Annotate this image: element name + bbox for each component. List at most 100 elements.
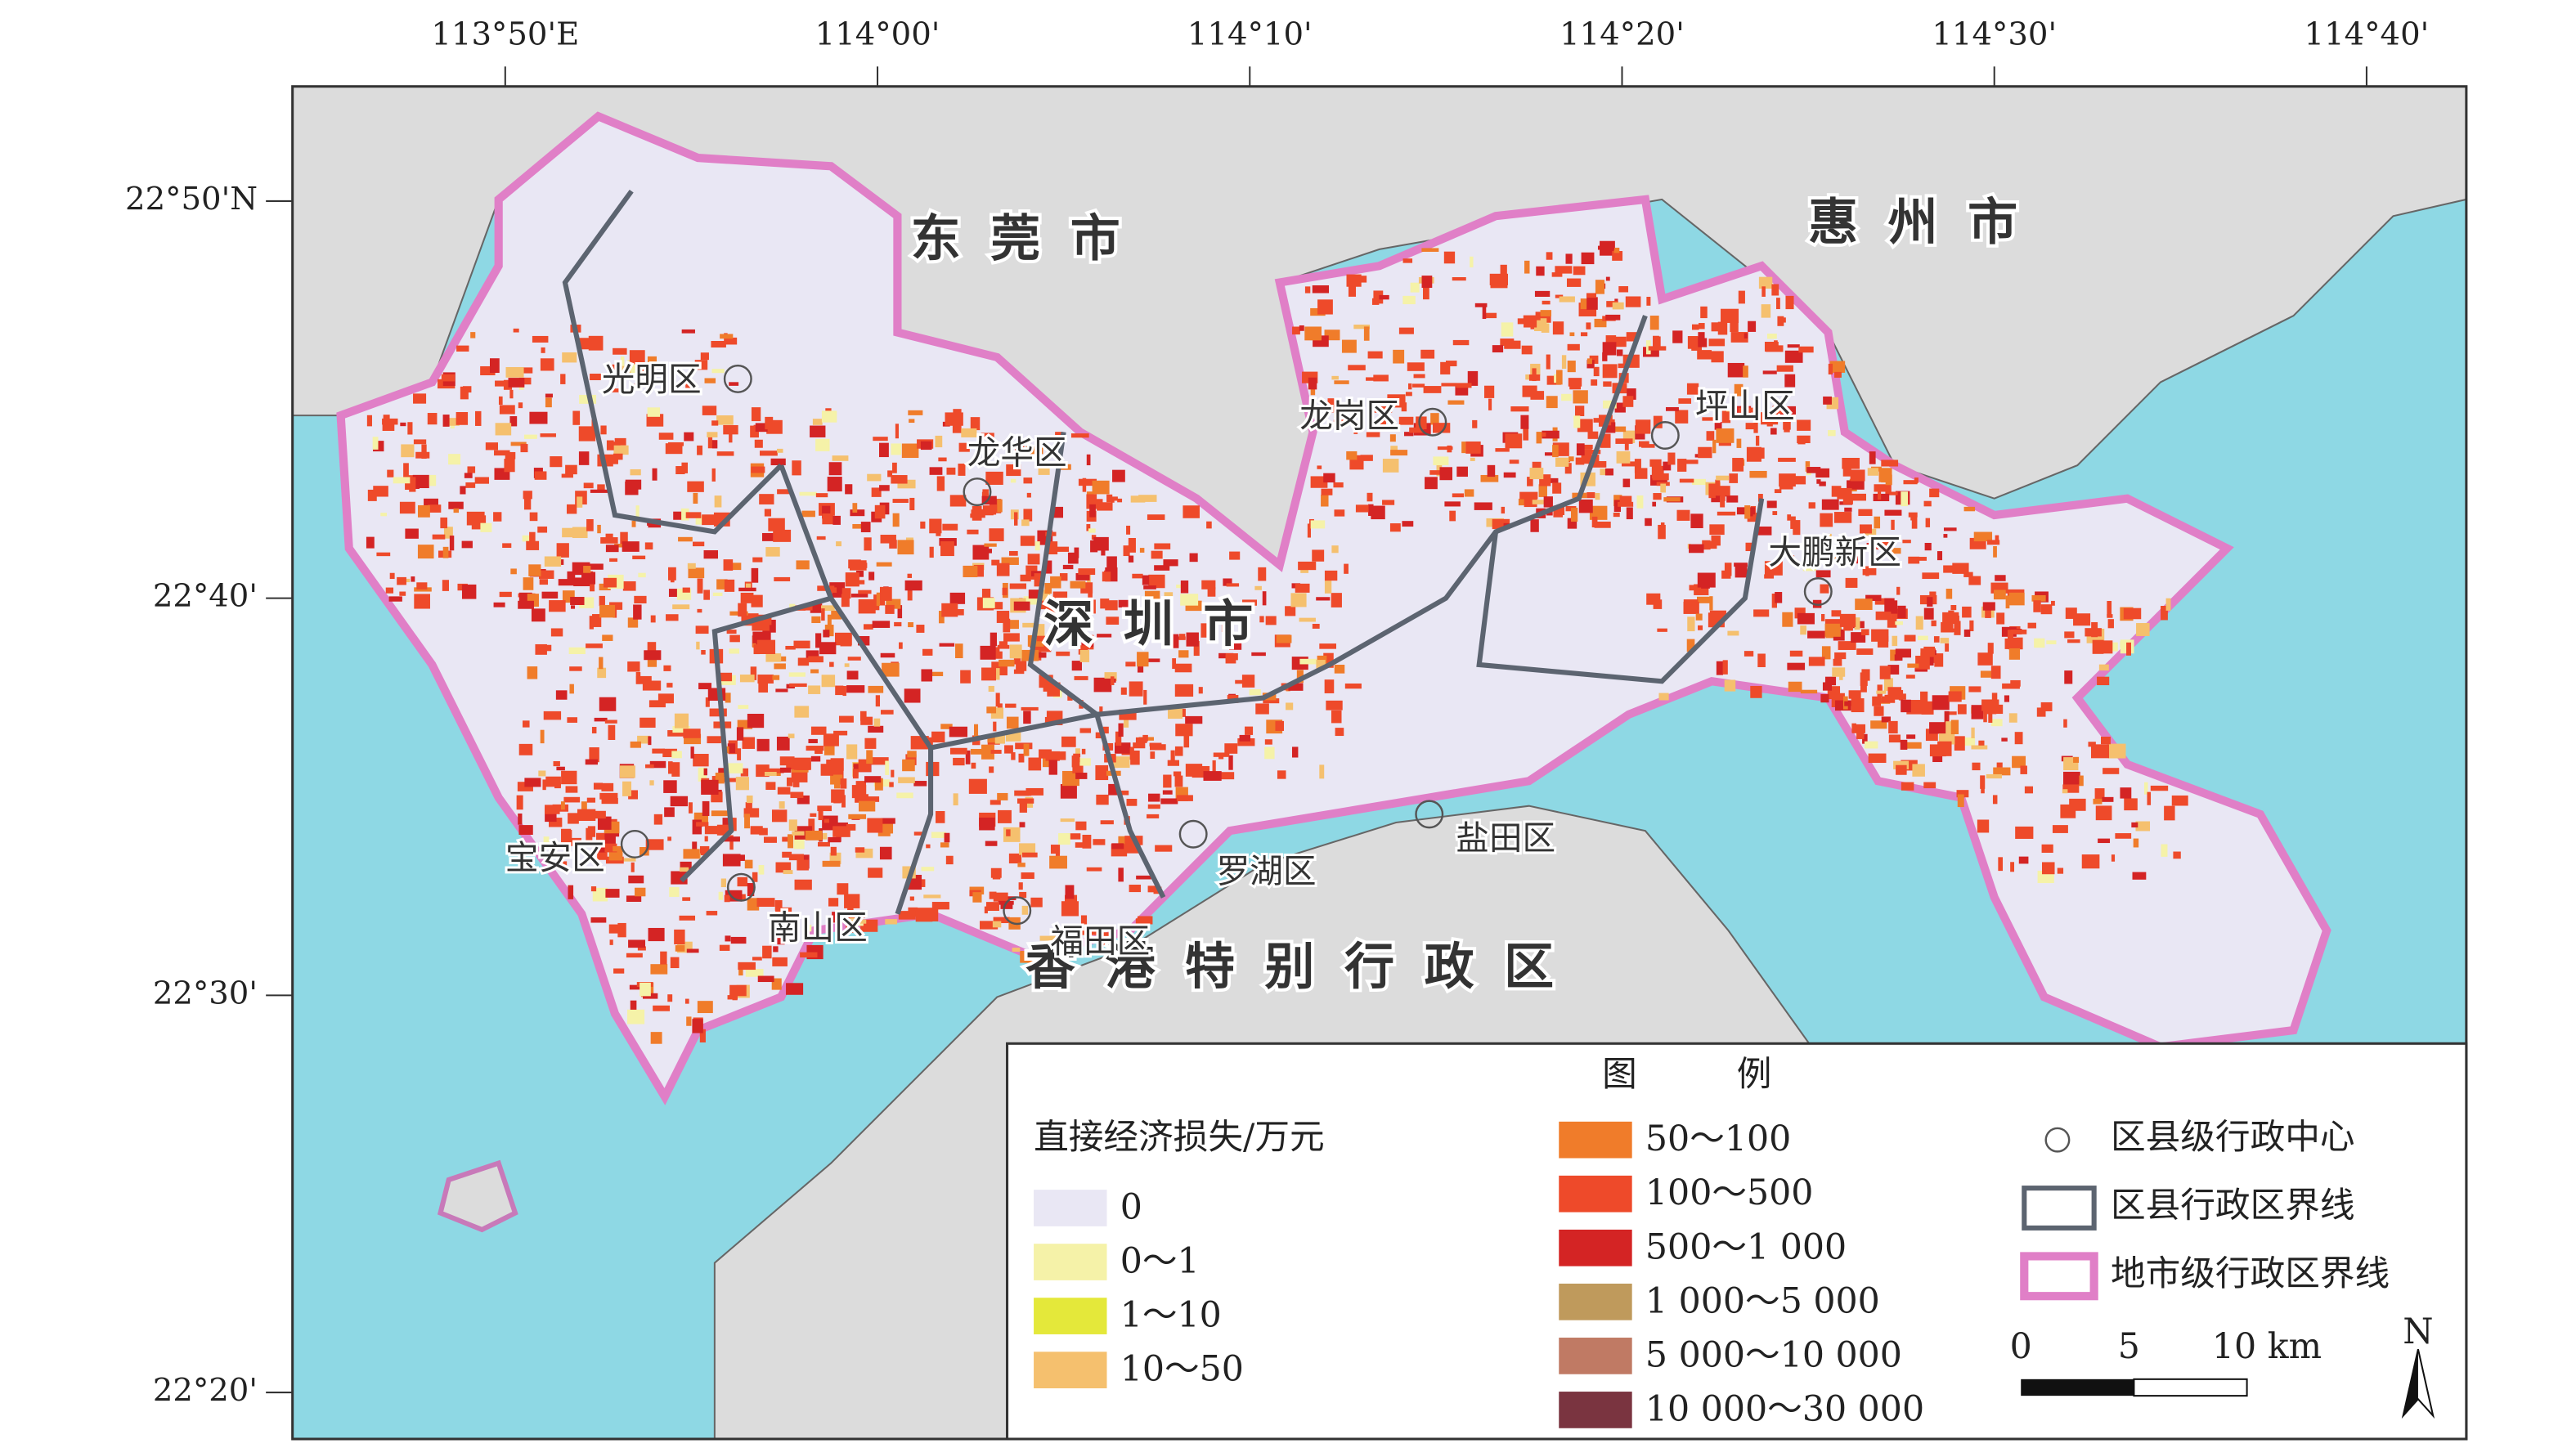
district-center (726, 872, 756, 902)
loss-patch (1065, 621, 1075, 633)
loss-patch (1612, 302, 1624, 310)
loss-patch (645, 764, 654, 769)
loss-patch (1310, 388, 1316, 396)
loss-patch (1881, 460, 1899, 467)
loss-patch (667, 994, 673, 1002)
loss-patch (1764, 561, 1783, 576)
lat-label: 22°20' (153, 1372, 258, 1409)
loss-patch (647, 653, 657, 667)
loss-patch (608, 924, 624, 934)
loss-patch (2042, 862, 2055, 875)
loss-patch (1950, 604, 1957, 611)
loss-patch (1374, 406, 1393, 413)
loss-patch (1060, 818, 1075, 823)
loss-patch (909, 896, 914, 901)
loss-patch (572, 410, 581, 425)
loss-patch (1680, 460, 1699, 464)
loss-patch (1726, 405, 1736, 412)
loss-patch (622, 541, 640, 552)
loss-patch (1993, 546, 1997, 558)
loss-patch (1183, 505, 1200, 518)
loss-patch (1353, 426, 1358, 434)
loss-patch (652, 748, 665, 754)
loss-patch (1363, 326, 1370, 341)
loss-patch (848, 913, 865, 918)
loss-patch (1621, 461, 1636, 467)
loss-patch (834, 782, 841, 789)
loss-patch (628, 790, 638, 800)
loss-patch (1006, 464, 1021, 477)
loss-patch (926, 844, 931, 849)
loss-patch (495, 423, 512, 436)
loss-patch (720, 334, 734, 339)
loss-patch (639, 847, 649, 856)
loss-patch (698, 767, 707, 782)
district-center (620, 829, 649, 858)
loss-patch (1404, 432, 1414, 437)
loss-patch (986, 706, 997, 714)
loss-patch (1387, 394, 1406, 408)
loss-patch (1334, 509, 1345, 517)
loss-patch (658, 433, 674, 440)
loss-patch (1112, 757, 1119, 769)
loss-patch (1073, 942, 1079, 950)
loss-patch (630, 1000, 637, 1010)
loss-patch (1331, 593, 1342, 607)
loss-patch (510, 442, 527, 446)
loss-patch (885, 919, 898, 925)
loss-patch (1776, 298, 1780, 310)
loss-patch (703, 768, 707, 776)
loss-patch (1355, 504, 1369, 513)
loss-patch (850, 594, 868, 598)
loss-patch (1319, 643, 1336, 649)
loss-patch (2107, 614, 2113, 618)
loss-patch (1099, 932, 1110, 947)
loss-patch (810, 726, 827, 735)
labels: 113°50'E 114°00' 114°10' 114°20' 114°30' 114°… (125, 16, 2429, 1409)
loss-patch (1711, 351, 1724, 363)
loss-patch (1613, 247, 1620, 253)
loss-patch (870, 757, 889, 765)
loss-patch (913, 832, 926, 836)
loss-patch (880, 710, 894, 715)
loss-patch (609, 939, 613, 945)
loss-patch (1873, 493, 1890, 501)
loss-patch (1006, 829, 1011, 836)
loss-patch (1021, 852, 1038, 858)
lat-label: 22°50'N (125, 181, 258, 217)
loss-patch (545, 397, 552, 408)
loss-patch (1937, 741, 1952, 756)
loss-patch (1147, 514, 1165, 520)
loss-patch (1653, 493, 1662, 500)
loss-patch (1635, 419, 1651, 434)
loss-patch (1081, 637, 1094, 648)
loss-patch (590, 581, 595, 592)
loss-patch (590, 489, 608, 493)
loss-patch (768, 518, 785, 531)
loss-patch (2107, 601, 2112, 616)
loss-patch (630, 468, 641, 476)
loss-patch (758, 678, 769, 693)
loss-patch (675, 945, 685, 952)
loss-patch (2144, 782, 2148, 795)
loss-patch (1447, 445, 1452, 453)
loss-patch (1006, 716, 1019, 729)
loss-patch (1575, 457, 1585, 465)
loss-patch (1954, 736, 1965, 751)
loss-patch (630, 741, 641, 748)
loss-patch (1148, 574, 1165, 589)
loss-patch (388, 596, 402, 602)
loss-patch (872, 621, 891, 628)
loss-patch (1106, 556, 1117, 570)
loss-patch (695, 625, 709, 634)
loss-patch (1790, 516, 1796, 529)
loss-patch (693, 492, 698, 504)
loss-patch (990, 800, 1001, 805)
loss-patch (1675, 410, 1689, 424)
loss-patch (543, 836, 550, 845)
legend-box (1006, 1042, 2468, 1441)
loss-patch (880, 535, 896, 544)
loss-patch (1048, 682, 1057, 689)
loss-patch (1834, 371, 1842, 378)
loss-patch (1717, 511, 1736, 516)
